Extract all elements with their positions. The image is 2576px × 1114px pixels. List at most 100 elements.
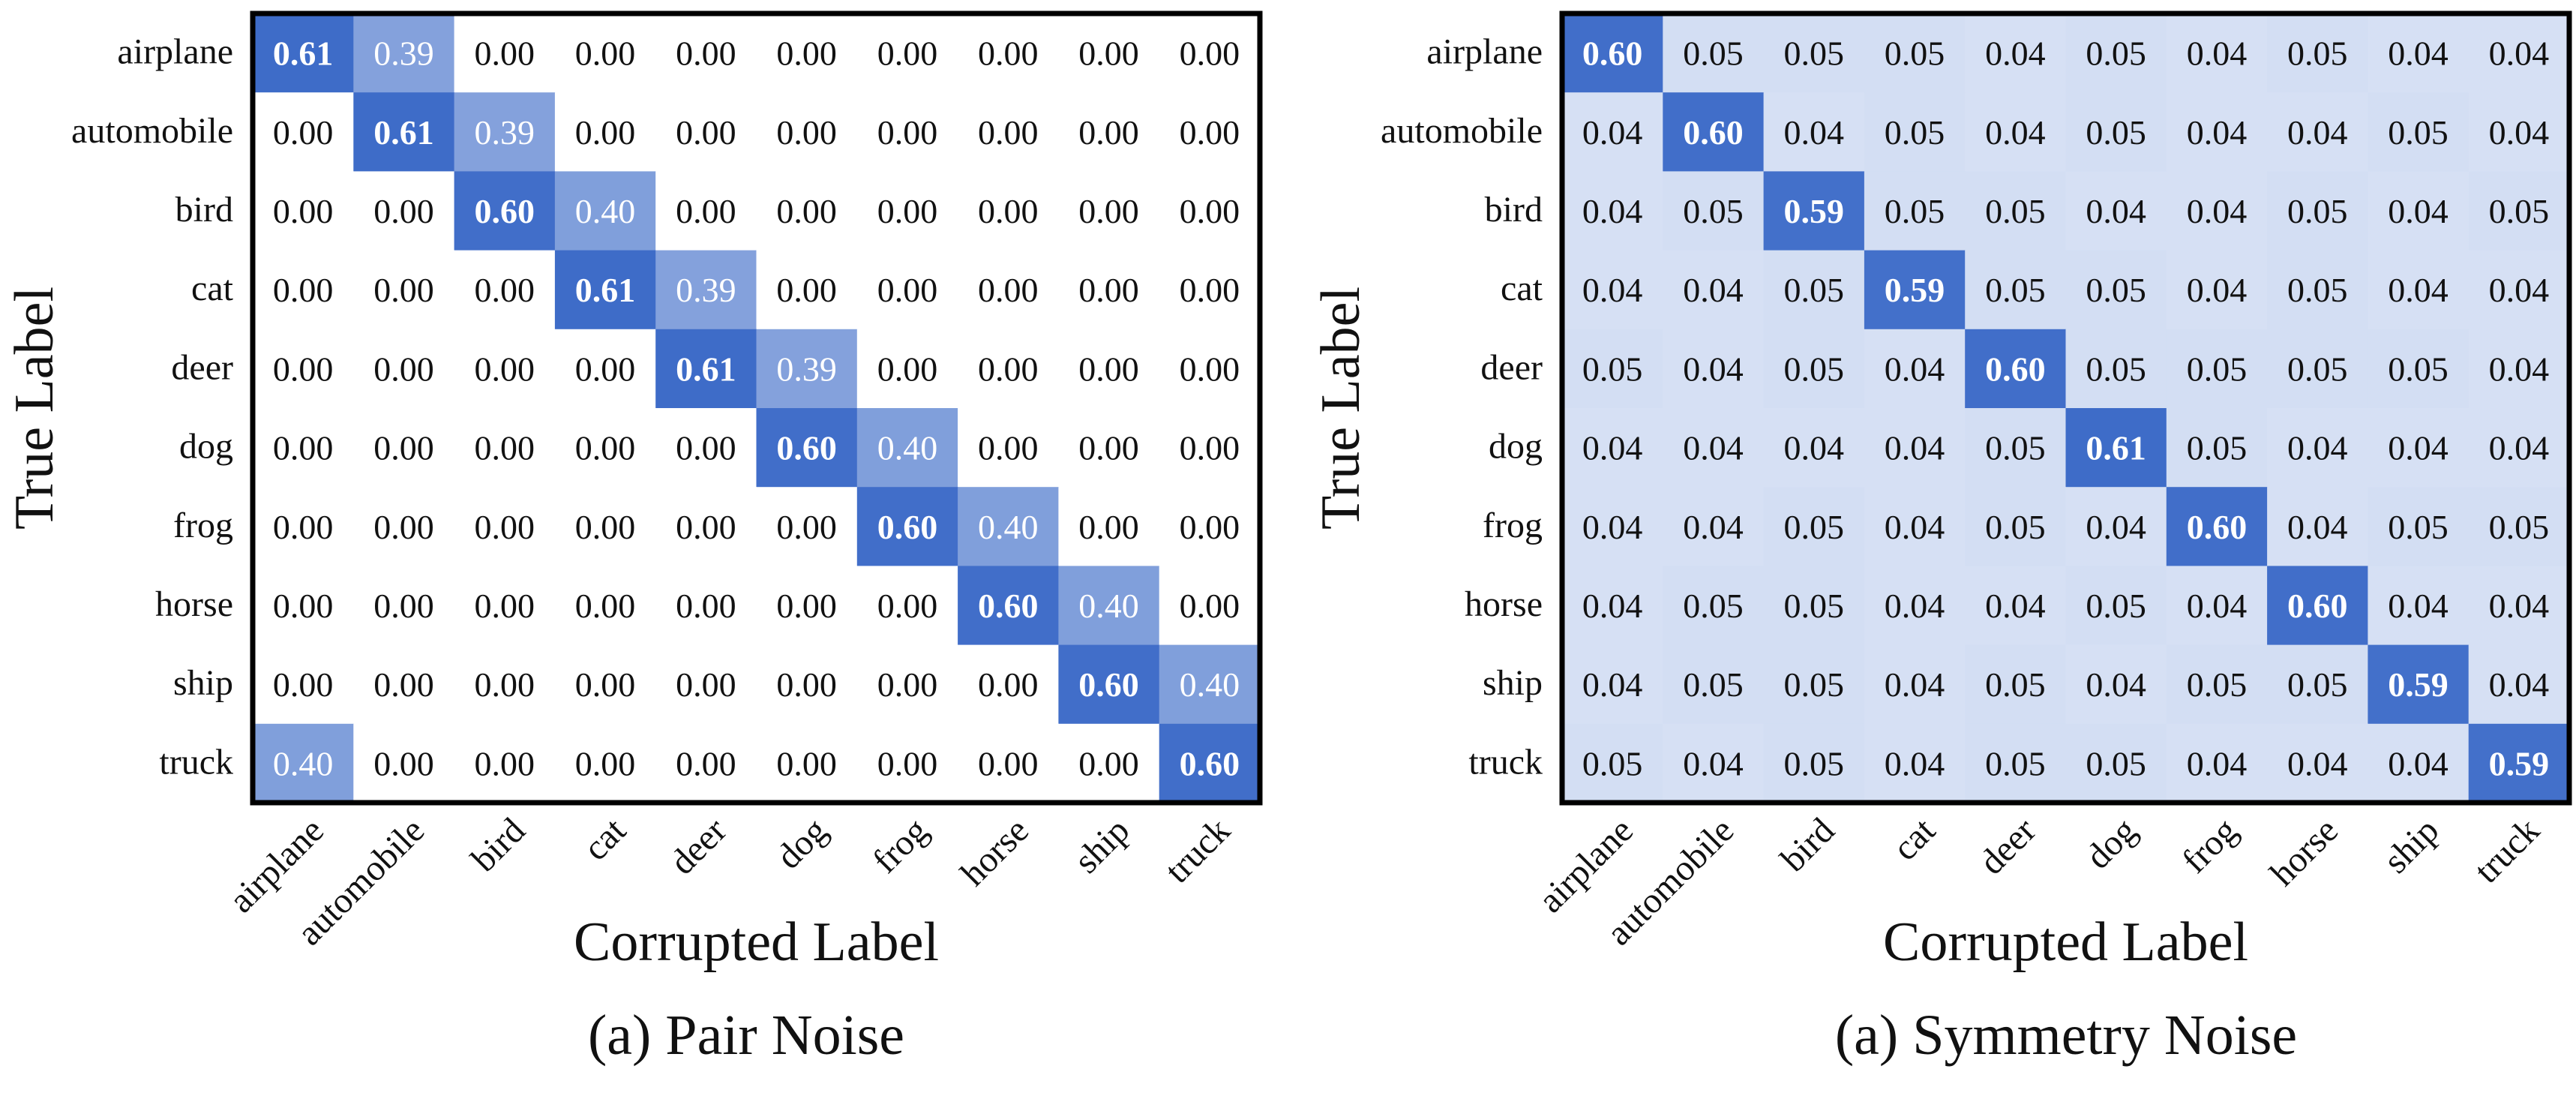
heatmap-cell bbox=[454, 14, 556, 93]
y-tick-label: truck bbox=[1468, 742, 1543, 782]
heatmap-cell bbox=[554, 329, 656, 409]
heatmap-cell bbox=[454, 723, 556, 803]
y-tick-label: horse bbox=[1465, 584, 1543, 624]
cell-value-label: 0.60 bbox=[1683, 113, 1744, 152]
heatmap-cell bbox=[1864, 644, 1966, 725]
cell-value-label: 0.04 bbox=[2187, 271, 2248, 309]
heatmap-cell bbox=[1058, 329, 1160, 409]
heatmap-cell bbox=[856, 566, 958, 646]
cell-value-label: 0.61 bbox=[2086, 429, 2146, 467]
heatmap-cell bbox=[253, 408, 354, 488]
heatmap-cell bbox=[1864, 329, 1966, 409]
cell-value-label: 0.00 bbox=[475, 271, 535, 309]
heatmap-cell bbox=[1058, 92, 1160, 172]
heatmap-cell bbox=[1159, 408, 1261, 488]
heatmap-cell bbox=[454, 644, 556, 725]
y-axis-title: True Label bbox=[4, 287, 65, 530]
x-tick-label: truck bbox=[1157, 810, 1237, 890]
heatmap-cell bbox=[2468, 92, 2570, 172]
cell-value-label: 0.04 bbox=[1683, 350, 1744, 388]
cell-value-label: 0.04 bbox=[1582, 113, 1643, 152]
cell-value-label: 0.04 bbox=[2086, 665, 2146, 704]
cell-value-label: 0.05 bbox=[2388, 508, 2449, 546]
heatmap-cell bbox=[1965, 250, 2066, 330]
heatmap-cell bbox=[655, 566, 757, 646]
heatmap-cell bbox=[2065, 14, 2167, 93]
heatmap-cell bbox=[856, 171, 958, 251]
heatmap-cell bbox=[958, 92, 1059, 172]
cell-value-label: 0.05 bbox=[1784, 350, 1845, 388]
cell-value-label: 0.05 bbox=[2287, 665, 2348, 704]
cell-value-label: 0.00 bbox=[978, 113, 1039, 152]
cell-value-label: 0.00 bbox=[776, 508, 837, 546]
heatmap-cell bbox=[655, 408, 757, 488]
x-tick-label: horse bbox=[2263, 810, 2346, 893]
heatmap-cell bbox=[2267, 723, 2368, 803]
cell-value-label: 0.00 bbox=[1078, 744, 1139, 782]
cell-value-label: 0.60 bbox=[776, 429, 837, 467]
heatmap-cell bbox=[1159, 329, 1261, 409]
heatmap-cell bbox=[1159, 566, 1261, 646]
cell-value-label: 0.61 bbox=[373, 113, 434, 152]
heatmap-cell bbox=[958, 644, 1059, 725]
cell-value-label: 0.04 bbox=[2489, 429, 2550, 467]
cell-value-label: 0.40 bbox=[575, 192, 636, 230]
cell-value-label: 0.60 bbox=[877, 508, 938, 546]
cell-value-label: 0.59 bbox=[2388, 665, 2449, 704]
heatmap-cell bbox=[1663, 487, 1765, 566]
cell-value-label: 0.39 bbox=[475, 113, 535, 152]
cell-value-label: 0.04 bbox=[2388, 744, 2449, 782]
heatmap-cell bbox=[856, 723, 958, 803]
cell-value-label: 0.60 bbox=[1985, 350, 2046, 388]
heatmap-cell bbox=[1562, 566, 1663, 646]
heatmap-cell bbox=[2166, 250, 2268, 330]
x-tick-label: bird bbox=[463, 810, 532, 879]
cell-value-label: 0.05 bbox=[2086, 271, 2146, 309]
cell-value-label: 0.04 bbox=[1985, 113, 2046, 152]
cell-value-label: 0.00 bbox=[1078, 429, 1139, 467]
cell-value-label: 0.00 bbox=[676, 35, 736, 73]
heatmap-cell bbox=[1058, 14, 1160, 93]
heatmap-cell bbox=[958, 171, 1059, 251]
heatmap-cell bbox=[253, 92, 354, 172]
cell-value-label: 0.00 bbox=[978, 271, 1039, 309]
heatmap-cell bbox=[958, 408, 1059, 488]
cell-value-label: 0.00 bbox=[1180, 35, 1240, 73]
cell-value-label: 0.05 bbox=[2287, 350, 2348, 388]
cell-value-label: 0.04 bbox=[2489, 665, 2550, 704]
cell-value-label: 0.05 bbox=[2086, 350, 2146, 388]
y-tick-label: deer bbox=[1480, 347, 1543, 387]
cell-value-label: 0.04 bbox=[2388, 429, 2449, 467]
cell-value-label: 0.04 bbox=[1582, 587, 1643, 625]
cell-value-label: 0.00 bbox=[1180, 508, 1240, 546]
cell-value-label: 0.05 bbox=[1683, 587, 1744, 625]
heatmap-cell bbox=[2468, 487, 2570, 566]
x-tick-label: ship bbox=[2376, 810, 2446, 881]
heatmap-cell bbox=[1159, 171, 1261, 251]
cell-value-label: 0.05 bbox=[2086, 113, 2146, 152]
cell-value-label: 0.04 bbox=[2489, 35, 2550, 73]
heatmap-cell bbox=[2166, 644, 2268, 725]
cell-value-label: 0.04 bbox=[2489, 587, 2550, 625]
heatmap-cell bbox=[1562, 14, 1663, 93]
heatmap-cell bbox=[1965, 408, 2066, 488]
cell-value-label: 0.00 bbox=[676, 587, 736, 625]
cell-value-label: 0.04 bbox=[1885, 429, 1945, 467]
cell-value-label: 0.04 bbox=[1683, 429, 1744, 467]
cell-value-label: 0.60 bbox=[1180, 744, 1240, 782]
heatmap-cell bbox=[2368, 250, 2470, 330]
y-tick-label: bird bbox=[1485, 190, 1543, 230]
cell-value-label: 0.00 bbox=[1180, 271, 1240, 309]
cell-value-label: 0.05 bbox=[2187, 429, 2248, 467]
y-tick-label: bird bbox=[175, 190, 233, 230]
heatmap-cell bbox=[756, 92, 858, 172]
y-tick-label: dog bbox=[1489, 427, 1543, 467]
cell-value-label: 0.00 bbox=[475, 429, 535, 467]
heatmap-cell bbox=[1965, 566, 2066, 646]
cell-value-label: 0.00 bbox=[978, 744, 1039, 782]
cell-value-label: 0.39 bbox=[676, 271, 736, 309]
cell-value-label: 0.00 bbox=[475, 508, 535, 546]
cell-value-label: 0.05 bbox=[2287, 271, 2348, 309]
